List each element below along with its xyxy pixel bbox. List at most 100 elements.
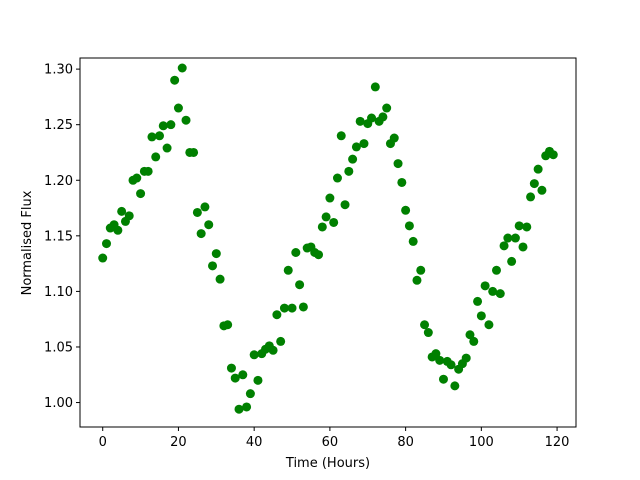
data-point: [147, 132, 157, 142]
y-tick-label: 1.30: [44, 63, 73, 78]
data-point: [215, 274, 225, 284]
plot-frame: [79, 57, 577, 428]
data-point: [117, 206, 127, 216]
data-point: [423, 328, 433, 338]
data-point: [537, 185, 547, 195]
data-point: [158, 121, 168, 131]
data-point: [507, 256, 517, 266]
data-point: [397, 177, 407, 187]
data-point: [181, 115, 191, 125]
data-point: [98, 253, 108, 263]
data-point: [151, 152, 161, 162]
data-point: [321, 212, 331, 222]
data-point: [518, 242, 528, 252]
data-point: [438, 374, 448, 384]
data-point: [196, 229, 206, 239]
data-points: [98, 63, 558, 414]
data-point: [314, 250, 324, 260]
data-point: [514, 221, 524, 231]
data-point: [317, 222, 327, 232]
data-point: [476, 311, 486, 321]
data-point: [200, 202, 210, 212]
data-point: [420, 320, 430, 330]
y-tick-label: 1.05: [44, 340, 73, 355]
data-point: [367, 113, 377, 123]
data-point: [348, 154, 358, 164]
data-point: [279, 303, 289, 313]
x-tick-label: 20: [170, 435, 187, 450]
data-point: [230, 373, 240, 383]
data-point: [253, 375, 263, 385]
y-tick-label: 1.20: [44, 174, 73, 189]
x-tick-label: 80: [397, 435, 414, 450]
data-point: [408, 236, 418, 246]
data-point: [132, 173, 142, 183]
data-point: [226, 363, 236, 373]
data-point: [351, 142, 361, 152]
data-point: [102, 239, 112, 249]
data-point: [272, 310, 282, 320]
data-point: [298, 302, 308, 312]
data-point: [412, 275, 422, 285]
x-tick-label: 0: [99, 435, 107, 450]
data-point: [336, 131, 346, 141]
data-point: [382, 103, 392, 113]
data-point: [173, 103, 183, 113]
data-point: [332, 173, 342, 183]
data-point: [491, 265, 501, 275]
data-point: [162, 143, 172, 153]
data-point: [170, 75, 180, 85]
data-point: [192, 207, 202, 217]
data-point: [526, 192, 536, 202]
data-point: [340, 200, 350, 210]
data-point: [143, 166, 153, 176]
data-point: [136, 189, 146, 199]
data-point: [276, 336, 286, 346]
data-point: [291, 248, 301, 258]
data-point: [450, 381, 460, 391]
data-point: [378, 112, 388, 122]
x-axis-label: Time (Hours): [285, 456, 370, 471]
y-axis-ticks: 1.00 1.05 1.10 1.15 1.20 1.25 1.30: [44, 63, 80, 411]
data-point: [166, 120, 176, 130]
data-point: [465, 330, 475, 340]
data-point: [211, 249, 221, 259]
data-point: [503, 233, 513, 243]
y-tick-label: 1.25: [44, 118, 73, 133]
data-point: [495, 289, 505, 299]
y-axis-label: Normalised Flux: [20, 190, 35, 295]
data-point: [548, 150, 558, 160]
data-point: [268, 345, 278, 355]
x-tick-label: 40: [246, 435, 263, 450]
data-point: [155, 131, 165, 141]
data-point: [113, 225, 123, 235]
data-point: [329, 217, 339, 227]
y-tick-label: 1.10: [44, 285, 73, 300]
data-point: [223, 320, 233, 330]
data-point: [401, 205, 411, 215]
data-point: [510, 233, 520, 243]
data-point: [480, 281, 490, 291]
data-point: [370, 82, 380, 92]
data-point: [124, 211, 134, 221]
data-point: [431, 349, 441, 359]
data-point: [435, 355, 445, 365]
data-point: [208, 261, 218, 271]
data-point: [404, 221, 414, 231]
data-point: [344, 166, 354, 176]
data-point: [249, 350, 259, 360]
data-point: [189, 147, 199, 157]
data-point: [416, 265, 426, 275]
data-point: [287, 303, 297, 313]
data-point: [533, 164, 543, 174]
data-point: [245, 389, 255, 399]
data-point: [393, 159, 403, 169]
x-axis-ticks: 0 20 40 60 80 100 120: [99, 427, 569, 450]
data-point: [325, 193, 335, 203]
data-point: [359, 139, 369, 149]
data-point: [499, 241, 509, 251]
data-point: [234, 404, 244, 414]
data-point: [446, 360, 456, 370]
data-point: [469, 336, 479, 346]
